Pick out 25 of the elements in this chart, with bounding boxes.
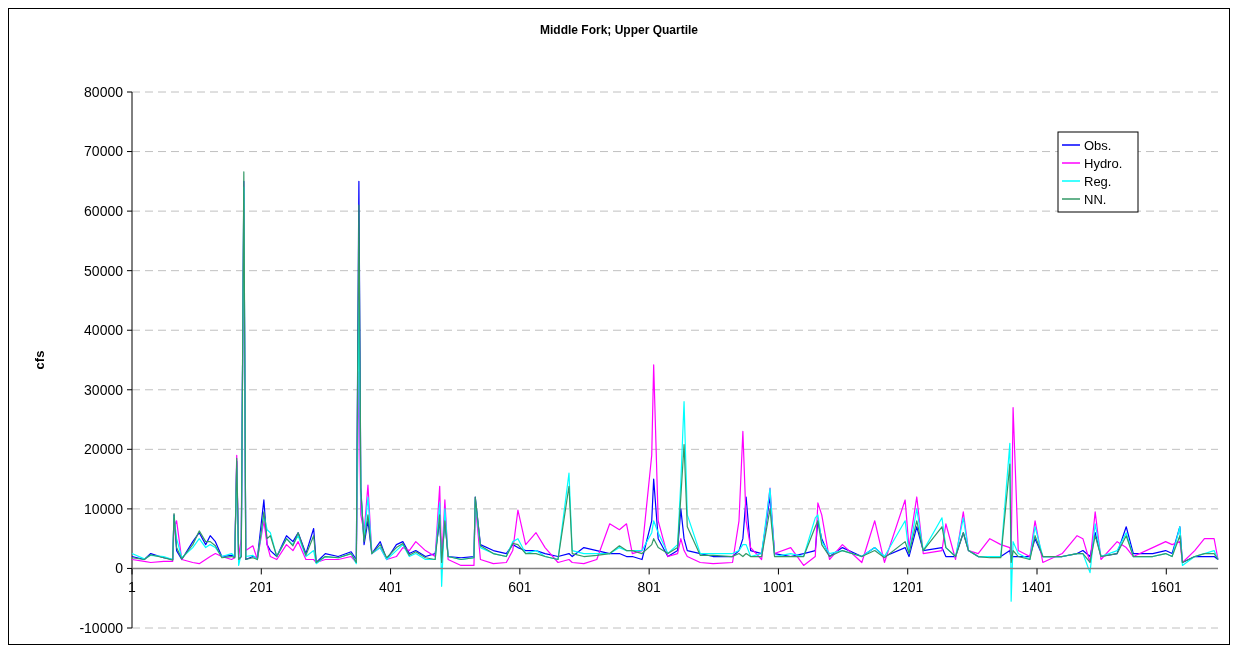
y-tick-label: 60000 <box>84 203 124 220</box>
x-tick-label: 1001 <box>762 579 795 596</box>
y-tick-label: 30000 <box>84 381 124 398</box>
y-tick-label: 70000 <box>84 143 124 160</box>
legend-label: Reg. <box>1084 173 1112 189</box>
x-tick-label: 601 <box>508 579 532 596</box>
legend-label: Obs. <box>1084 137 1112 153</box>
y-tick-label: 80000 <box>84 83 124 100</box>
y-tick-label: 40000 <box>84 322 124 339</box>
x-tick-label: 201 <box>249 579 274 596</box>
y-tick-label: 10000 <box>84 500 124 517</box>
chart-title: Middle Fork; Upper Quartile <box>539 23 699 37</box>
x-tick-label: 1 <box>128 579 137 596</box>
y-tick-label: 50000 <box>84 262 124 279</box>
y-tick-label: -10000 <box>79 619 124 636</box>
x-tick-label: 1201 <box>892 579 924 596</box>
y-tick-label: 20000 <box>84 441 124 458</box>
y-tick-label: 0 <box>115 560 124 577</box>
x-tick-label: 1401 <box>1021 579 1053 596</box>
legend-label: NN. <box>1084 191 1107 207</box>
legend-label: Hydro. <box>1084 155 1123 171</box>
x-tick-label: 801 <box>637 579 662 596</box>
x-tick-label: 1601 <box>1150 579 1183 596</box>
x-tick-label: 401 <box>378 579 403 596</box>
y-axis-title: cfs <box>32 350 47 370</box>
